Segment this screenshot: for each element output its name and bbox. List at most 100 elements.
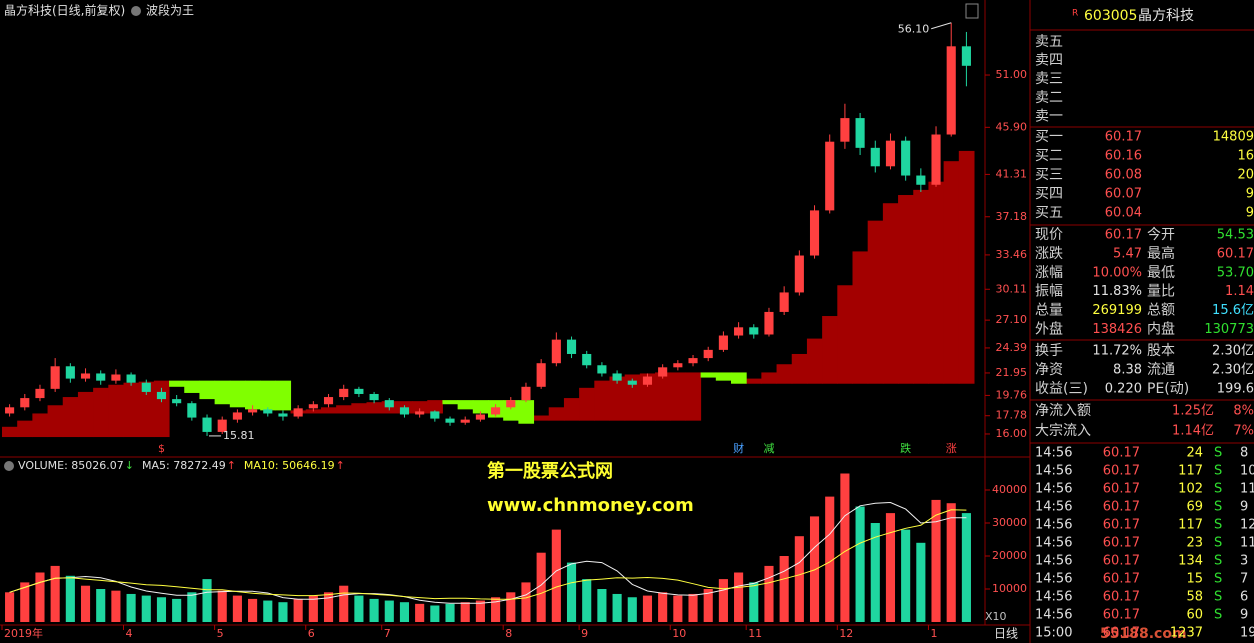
trade-time: 14:56 [1035,536,1072,551]
band-rise [93,387,109,438]
candle-body [156,391,167,400]
stat-value: 0.220 [1105,382,1142,397]
y-tick-label: 41.31 [996,167,1028,180]
trade-volume: 15 [1186,572,1203,587]
trade-volume: 23 [1186,536,1203,551]
bid-volume: 20 [1237,168,1254,183]
volume-bar [642,595,653,622]
stat-label: 外盘 [1035,321,1063,338]
volume-bar [460,602,470,622]
band-rise [624,374,641,421]
volume-bar [779,556,789,622]
candle-body [475,414,485,420]
candle-body [673,363,683,368]
window-button[interactable] [965,3,979,19]
ask-label: 卖三 [1035,71,1063,87]
volume-bar [323,592,334,622]
band-rise [123,382,140,438]
candle-body [430,411,440,419]
trade-price: 60.17 [1103,482,1140,497]
trade-price: 60.17 [1103,536,1140,551]
stat-label: 总量 [1035,303,1063,319]
volume-bar [156,597,167,622]
candle-body [734,327,744,336]
indicator-name: 波段为王 [146,3,194,18]
y-tick-label: 24.39 [996,341,1028,354]
trade-time: 15:00 [1035,626,1072,641]
band-rise [882,203,899,384]
trade-volume: 134 [1178,554,1203,569]
band-fall [442,400,459,405]
band-rise [685,372,702,421]
band-rise [2,426,18,438]
band-rise [548,407,565,421]
legend-arrow: ↓ [125,459,134,472]
stat-label: 最低 [1147,265,1175,281]
band-fall [715,372,732,381]
candle-body [491,407,501,415]
volume-bar [217,590,227,622]
legend-arrow: ↑ [336,459,345,472]
stat-label: 内盘 [1147,321,1175,338]
bid-price: 60.07 [1105,187,1142,202]
band-rise [822,316,838,384]
flow-pct: 7% [1233,424,1254,439]
badge: R [1072,9,1078,19]
band-rise [655,372,671,421]
trade-count: 6 [1240,590,1248,605]
band-rise [366,402,383,414]
y-tick-label: 45.90 [996,120,1028,133]
x-tick-label: 6 [308,627,315,640]
flow-label: 净流入额 [1035,403,1091,419]
ma-line [9,509,967,600]
volume-bar [50,565,60,622]
volume-bar [931,499,941,622]
ask-label: 卖四 [1035,53,1063,69]
trade-count: 11 [1240,482,1254,497]
stock-code: 603005 [1084,8,1137,24]
band-fall [275,380,292,411]
band-rise [533,415,550,421]
stock-name: 晶方科技 [1138,8,1194,24]
candle-body [263,409,273,414]
stat-value: 60.17 [1217,246,1254,261]
scale-note: X10 [985,610,1007,623]
volume-bar [885,513,896,622]
trade-volume: 117 [1178,518,1203,533]
band-rise [77,391,94,438]
volume-bar [582,579,592,622]
volume-bar [521,582,531,622]
candle-body [5,407,15,414]
volume-bar [855,506,865,622]
candle-body [172,399,182,404]
trade-volume: 1237 [1170,626,1203,641]
x-tick-label: 12 [839,627,853,640]
candle-body [688,358,698,364]
candle-body [551,339,561,364]
y-tick-label: 10000 [992,582,1027,595]
icon [131,6,141,16]
candle-body [612,373,622,381]
volume-bar [506,592,516,622]
volume-bar [491,597,501,622]
band-rise [336,405,352,414]
volume-bar [172,598,182,622]
stat-value: 10.00% [1092,265,1142,280]
candle-body [825,141,835,211]
stat-value: 269199 [1092,303,1142,318]
signal: 跌 [900,441,911,455]
trade-side: S [1214,518,1222,533]
band-rise [791,353,808,384]
band-fall [260,380,276,411]
band-rise [138,381,155,438]
candle-body [460,419,470,423]
stat-value: 130773 [1204,322,1254,337]
volume-bar [764,565,774,622]
candle-body [354,388,364,394]
candle-body [870,147,880,167]
bid-volume: 16 [1237,149,1254,164]
bid-price: 60.16 [1105,149,1142,164]
y-tick-label: 37.18 [996,210,1028,223]
trade-count: 12 [1240,518,1254,533]
candle-body [855,118,865,148]
